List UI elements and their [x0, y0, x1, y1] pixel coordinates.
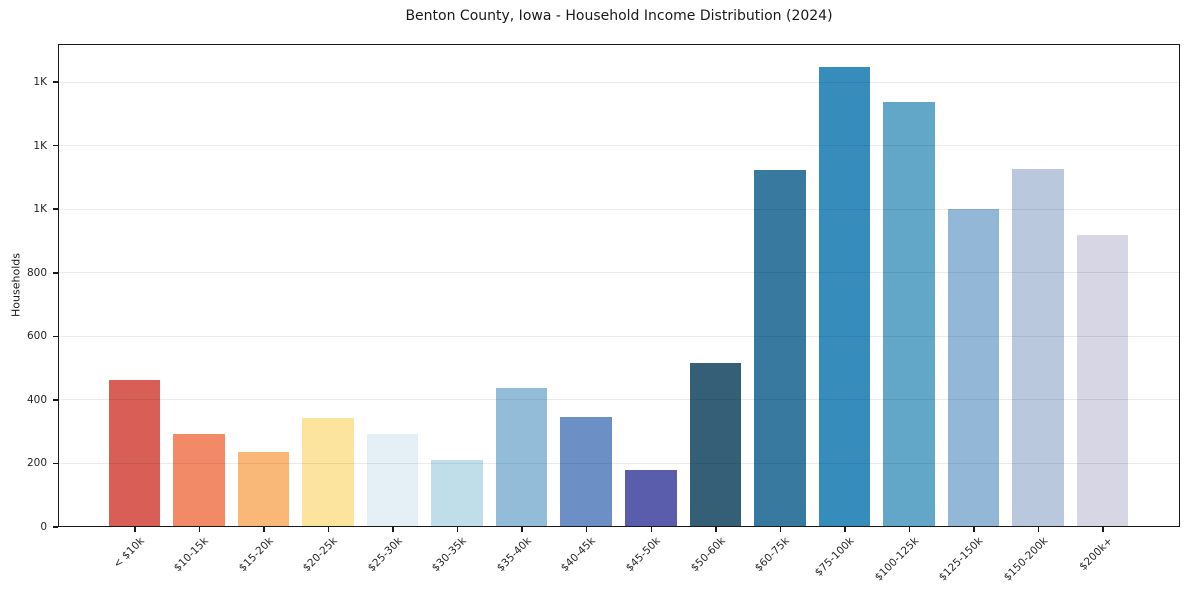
x-tick-label: $45-50k — [623, 535, 663, 575]
y-tick-label: 800 — [26, 266, 47, 279]
plot-area — [58, 44, 1180, 527]
y-tick-mark — [53, 208, 58, 210]
x-tick-label: $40-45k — [559, 535, 599, 575]
y-tick-label: 600 — [26, 330, 47, 343]
bar-12 — [818, 66, 871, 526]
y-tick-label: 1K — [33, 139, 47, 152]
x-tick-mark — [521, 527, 523, 532]
x-tick-label: $60-75k — [752, 535, 792, 575]
x-tick-mark — [327, 527, 330, 532]
x-tick-mark — [134, 527, 136, 532]
x-tick-mark — [585, 527, 588, 532]
gridline — [59, 145, 1179, 147]
y-tick-mark — [53, 81, 58, 83]
chart-title: Benton County, Iowa - Household Income D… — [405, 8, 833, 24]
bar-4 — [302, 417, 354, 526]
gridline — [59, 208, 1179, 210]
y-tick-label: 1K — [33, 76, 47, 89]
x-tick-mark — [1037, 527, 1040, 532]
x-tick-mark — [1102, 527, 1104, 532]
y-tick-label: 1K — [33, 203, 47, 216]
bar-10 — [689, 362, 742, 526]
x-tick-mark — [456, 527, 459, 532]
x-tick-mark — [715, 527, 717, 532]
y-tick-mark — [53, 462, 58, 465]
y-axis-label: Households — [9, 253, 23, 317]
bar-1 — [108, 379, 161, 526]
bar-3 — [237, 451, 290, 526]
x-tick-label: < $10k — [110, 535, 147, 571]
bar-9 — [624, 469, 677, 526]
gridline — [59, 335, 1179, 337]
bar-14 — [947, 209, 1000, 526]
x-tick-label: $20-25k — [300, 535, 340, 575]
y-tick-mark — [53, 335, 58, 338]
bar-16 — [1076, 234, 1129, 526]
x-tick-mark — [844, 527, 846, 532]
bar-11 — [754, 170, 806, 526]
x-tick-mark — [973, 527, 975, 532]
y-tick-label: 0 — [40, 521, 47, 533]
x-tick-mark — [650, 527, 653, 532]
x-tick-label: $125-150k — [937, 535, 986, 584]
x-tick-mark — [392, 527, 394, 532]
x-tick-label: $35-40k — [494, 535, 534, 575]
bar-6 — [431, 459, 483, 526]
x-tick-mark — [908, 527, 911, 532]
gridline — [59, 399, 1179, 401]
bar-5 — [366, 433, 419, 526]
x-tick-label: $75-100k — [812, 535, 857, 579]
gridline — [59, 272, 1179, 274]
x-tick-mark — [263, 527, 265, 532]
bar-13 — [883, 101, 935, 526]
y-tick-mark — [53, 272, 58, 274]
y-tick-label: 400 — [26, 393, 47, 406]
x-tick-label: $30-35k — [430, 535, 470, 575]
bar-8 — [560, 417, 613, 526]
y-tick-mark — [53, 399, 58, 401]
bar-15 — [1012, 168, 1064, 526]
x-tick-label: $50-60k — [688, 535, 728, 575]
x-tick-label: $15-20k — [236, 535, 276, 575]
gridline — [59, 81, 1179, 83]
x-tick-label: $10-15k — [171, 535, 211, 575]
y-tick-mark — [53, 526, 58, 528]
x-tick-mark — [198, 527, 201, 532]
bar-7 — [495, 387, 548, 526]
x-tick-mark — [779, 527, 782, 532]
x-tick-label: $100-125k — [872, 535, 922, 584]
x-tick-label: $25-30k — [365, 535, 405, 575]
x-tick-label: $200k+ — [1076, 535, 1115, 573]
bar-2 — [173, 434, 225, 526]
gridline — [59, 462, 1179, 464]
y-tick-mark — [53, 144, 58, 147]
x-tick-label: $150-200k — [1001, 535, 1051, 584]
y-tick-label: 200 — [26, 457, 47, 470]
